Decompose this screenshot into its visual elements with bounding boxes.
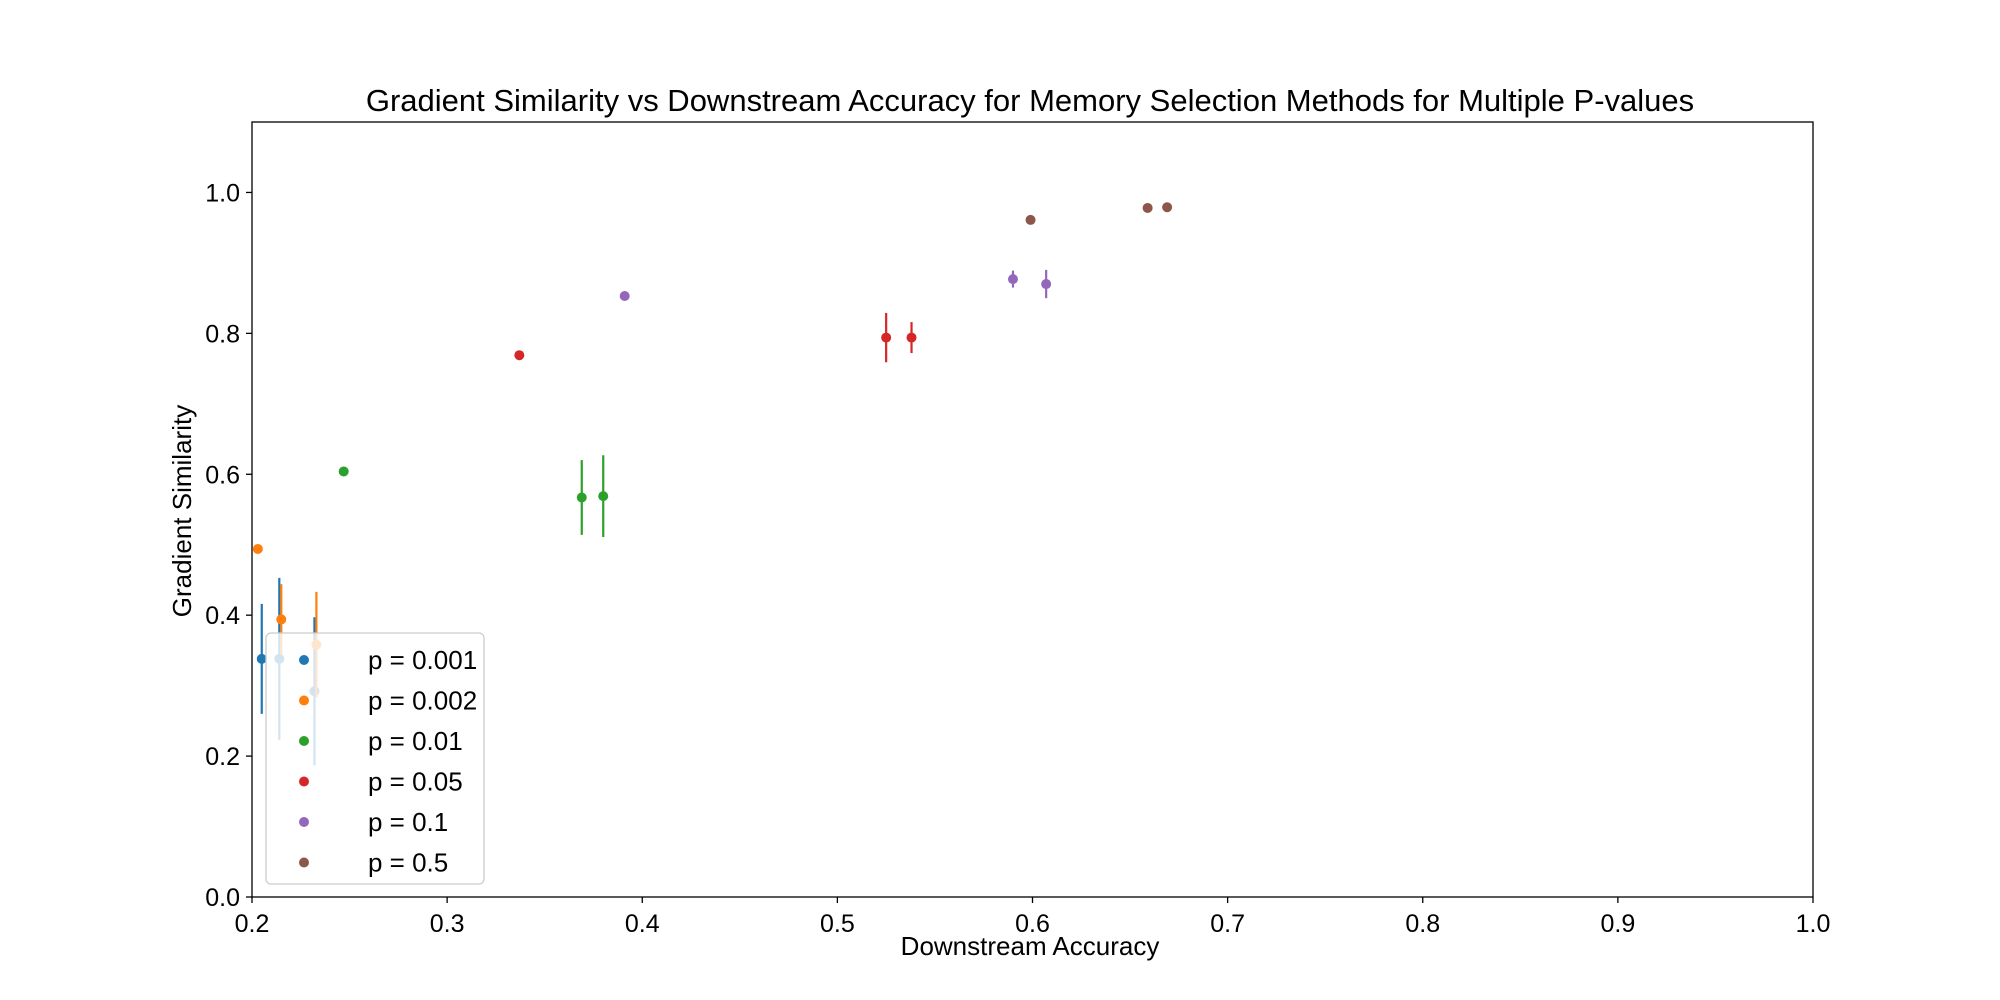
data-point-3-2	[906, 332, 917, 343]
legend: p = 0.001 p = 0.002 p = 0.01 p = 0.05 p = 0.…	[265, 632, 485, 885]
legend-marker-3	[299, 776, 309, 787]
data-point-5-2	[1162, 202, 1173, 213]
data-point-2-0	[338, 466, 349, 477]
legend-marker-0	[299, 655, 309, 665]
data-point-1-0	[252, 543, 263, 554]
y-tick-label-3: 0.6	[205, 461, 240, 489]
data-point-2-2	[598, 491, 609, 502]
legend-marker-4	[299, 817, 309, 827]
data-point-5-0	[1025, 214, 1036, 225]
x-tick-label-6: 0.8	[1405, 910, 1440, 938]
plot-area	[251, 121, 1814, 898]
legend-marker-5	[299, 857, 309, 868]
data-point-4-0	[619, 291, 630, 302]
x-tick-label-0: 0.2	[235, 910, 270, 938]
data-point-1-1	[276, 614, 287, 625]
legend-marker-1	[299, 695, 309, 706]
y-axis-ticks: 0.0 0.2 0.4 0.6 0.8 1.0	[205, 179, 252, 912]
data-point-3-0	[514, 350, 525, 361]
legend-label-3: p = 0.05	[368, 767, 463, 797]
x-axis-label: Downstream Accuracy	[901, 931, 1160, 961]
y-tick-label-1: 0.2	[205, 743, 240, 771]
x-tick-label-3: 0.5	[820, 910, 855, 938]
x-tick-label-4: 0.6	[1015, 910, 1050, 938]
x-tick-label-1: 0.3	[430, 910, 465, 938]
data-point-2-1	[576, 492, 587, 503]
x-tick-label-8: 1.0	[1796, 910, 1831, 938]
y-tick-label-5: 1.0	[205, 179, 240, 207]
y-axis-label: Gradient Similarity	[167, 405, 197, 617]
y-tick-label-4: 0.8	[205, 320, 240, 348]
data-point-0-0	[256, 653, 267, 664]
x-axis-ticks: 0.2 0.3 0.4 0.5 0.6 0.7 0.8 0.9 1.0	[235, 897, 1831, 938]
data-point-5-1	[1142, 202, 1153, 213]
data-point-3-1	[881, 332, 892, 343]
y-tick-label-0: 0.0	[205, 884, 240, 912]
legend-label-2: p = 0.01	[368, 726, 463, 756]
chart-title: Gradient Similarity vs Downstream Accura…	[366, 83, 1694, 118]
x-tick-label-5: 0.7	[1210, 910, 1245, 938]
y-tick-label-2: 0.4	[205, 602, 240, 630]
legend-label-1: p = 0.002	[368, 686, 477, 716]
legend-label-4: p = 0.1	[368, 807, 448, 837]
legend-label-5: p = 0.5	[368, 848, 448, 878]
legend-marker-2	[299, 736, 309, 746]
data-point-4-1	[1007, 274, 1018, 285]
x-tick-label-2: 0.4	[625, 910, 660, 938]
legend-label-0: p = 0.001	[368, 645, 477, 675]
legend-box	[265, 632, 485, 885]
x-tick-label-7: 0.9	[1600, 910, 1635, 938]
data-point-4-2	[1041, 279, 1052, 290]
plot-frame	[251, 121, 1814, 898]
